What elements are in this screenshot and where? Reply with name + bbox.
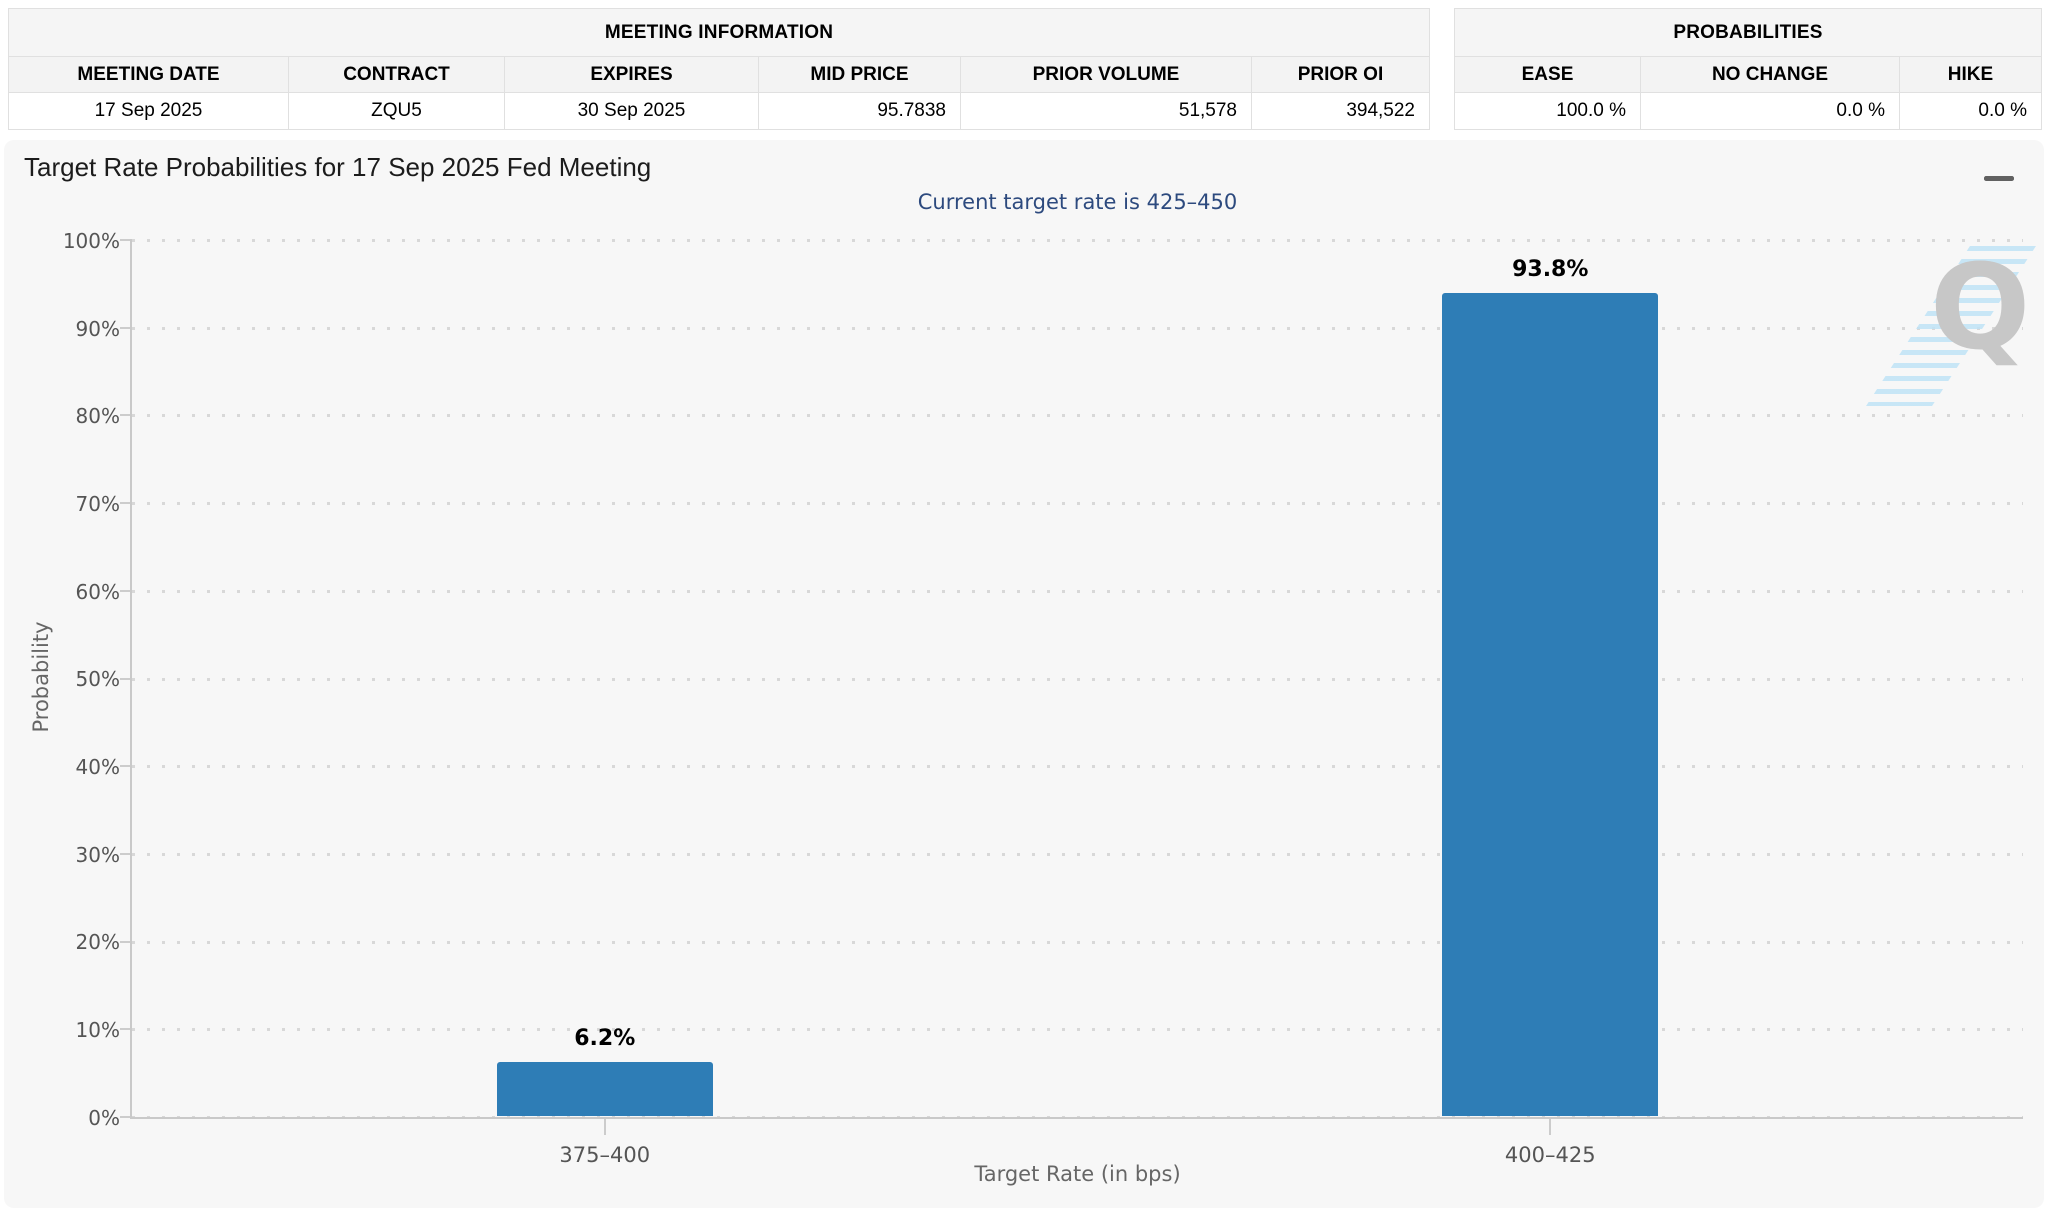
gridline — [132, 502, 2023, 506]
col-header-hike: HIKE — [1947, 63, 1994, 85]
chart-context-menu-button[interactable] — [1982, 158, 2016, 186]
watermark-q-letter: Q — [1930, 238, 2031, 376]
x-category-label: 400–425 — [1504, 1143, 1596, 1167]
col-header-ease: EASE — [1455, 57, 1641, 92]
bar-value-label: 6.2% — [574, 1025, 636, 1051]
gridline — [132, 326, 2023, 330]
col-header-meeting-date: MEETING DATE — [9, 57, 289, 92]
col-header-prior-oi: PRIOR OI — [1297, 63, 1384, 85]
col-header-no-change: NO CHANGE — [1641, 57, 1900, 92]
gridline — [132, 852, 2023, 856]
col-header-expires: EXPIRES — [505, 57, 759, 92]
prior-oi-value: 394,522 — [1346, 100, 1415, 121]
contract-value: ZQU5 — [289, 93, 505, 129]
quikstrike-watermark: Q — [1866, 238, 2044, 412]
no-change-value: 0.0 % — [1641, 93, 1900, 129]
chart-title: Target Rate Probabilities for 17 Sep 202… — [24, 152, 652, 182]
gridline — [132, 765, 2023, 769]
chart-subtitle: Current target rate is 425–450 — [917, 190, 1238, 214]
col-header-prior-volume: PRIOR VOLUME — [961, 57, 1252, 92]
probabilities-table: PROBABILITIES EASE NO CHANGE HIKE 100.0 … — [1454, 8, 2042, 130]
col-header-mid-price: MID PRICE — [759, 57, 961, 92]
y-tick-label: 100% — [62, 229, 120, 253]
gridline — [132, 414, 2023, 418]
x-axis-title: Target Rate (in bps) — [974, 1162, 1181, 1186]
y-tick-label: 90% — [75, 317, 120, 341]
hike-value: 0.0 % — [1978, 100, 2027, 121]
gridline — [132, 677, 2023, 681]
y-tick-label: 0% — [88, 1106, 120, 1130]
gridline — [132, 589, 2023, 593]
meeting-information-title: MEETING INFORMATION — [9, 9, 1429, 57]
y-tick-label: 70% — [75, 492, 120, 516]
y-tick-label: 60% — [75, 580, 120, 604]
y-tick-label: 50% — [75, 667, 120, 691]
meeting-information-value-row: 17 Sep 2025 ZQU5 30 Sep 2025 95.7838 51,… — [9, 93, 1429, 129]
y-tick-label: 80% — [75, 404, 120, 428]
probabilities-value-row: 100.0 % 0.0 % 0.0 % — [1455, 93, 2041, 129]
plot-area: 6.2% 93.8% 375–400 400–425 — [120, 239, 2023, 1167]
gridline — [132, 940, 2023, 944]
y-tick-label: 10% — [75, 1018, 120, 1042]
x-category-label: 375–400 — [559, 1143, 651, 1167]
ease-value: 100.0 % — [1455, 93, 1641, 129]
y-tick-label: 40% — [75, 755, 120, 779]
col-header-contract: CONTRACT — [289, 57, 505, 92]
gridline — [132, 239, 2023, 242]
meeting-information-header-row: MEETING DATE CONTRACT EXPIRES MID PRICE … — [9, 57, 1429, 93]
y-axis-title: Probability — [29, 621, 53, 733]
y-tick-label: 30% — [75, 843, 120, 867]
expires-value: 30 Sep 2025 — [505, 93, 759, 129]
probability-bar[interactable] — [1442, 293, 1659, 1116]
y-tick-label: 20% — [75, 930, 120, 954]
probability-bar[interactable] — [496, 1061, 713, 1116]
y-axis-line — [130, 239, 132, 1119]
x-axis-line — [130, 1117, 2023, 1119]
prior-volume-value: 51,578 — [961, 93, 1252, 129]
probabilities-title: PROBABILITIES — [1455, 9, 2041, 57]
meeting-date-value: 17 Sep 2025 — [9, 93, 289, 129]
mid-price-value: 95.7838 — [759, 93, 961, 129]
bar-value-label: 93.8% — [1512, 257, 1589, 283]
target-rate-probabilities-chart: Target Rate Probabilities for 17 Sep 202… — [4, 140, 2044, 1208]
gridline — [132, 1028, 2023, 1032]
probabilities-header-row: EASE NO CHANGE HIKE — [1455, 57, 2041, 93]
meeting-information-table: MEETING INFORMATION MEETING DATE CONTRAC… — [8, 8, 1430, 130]
